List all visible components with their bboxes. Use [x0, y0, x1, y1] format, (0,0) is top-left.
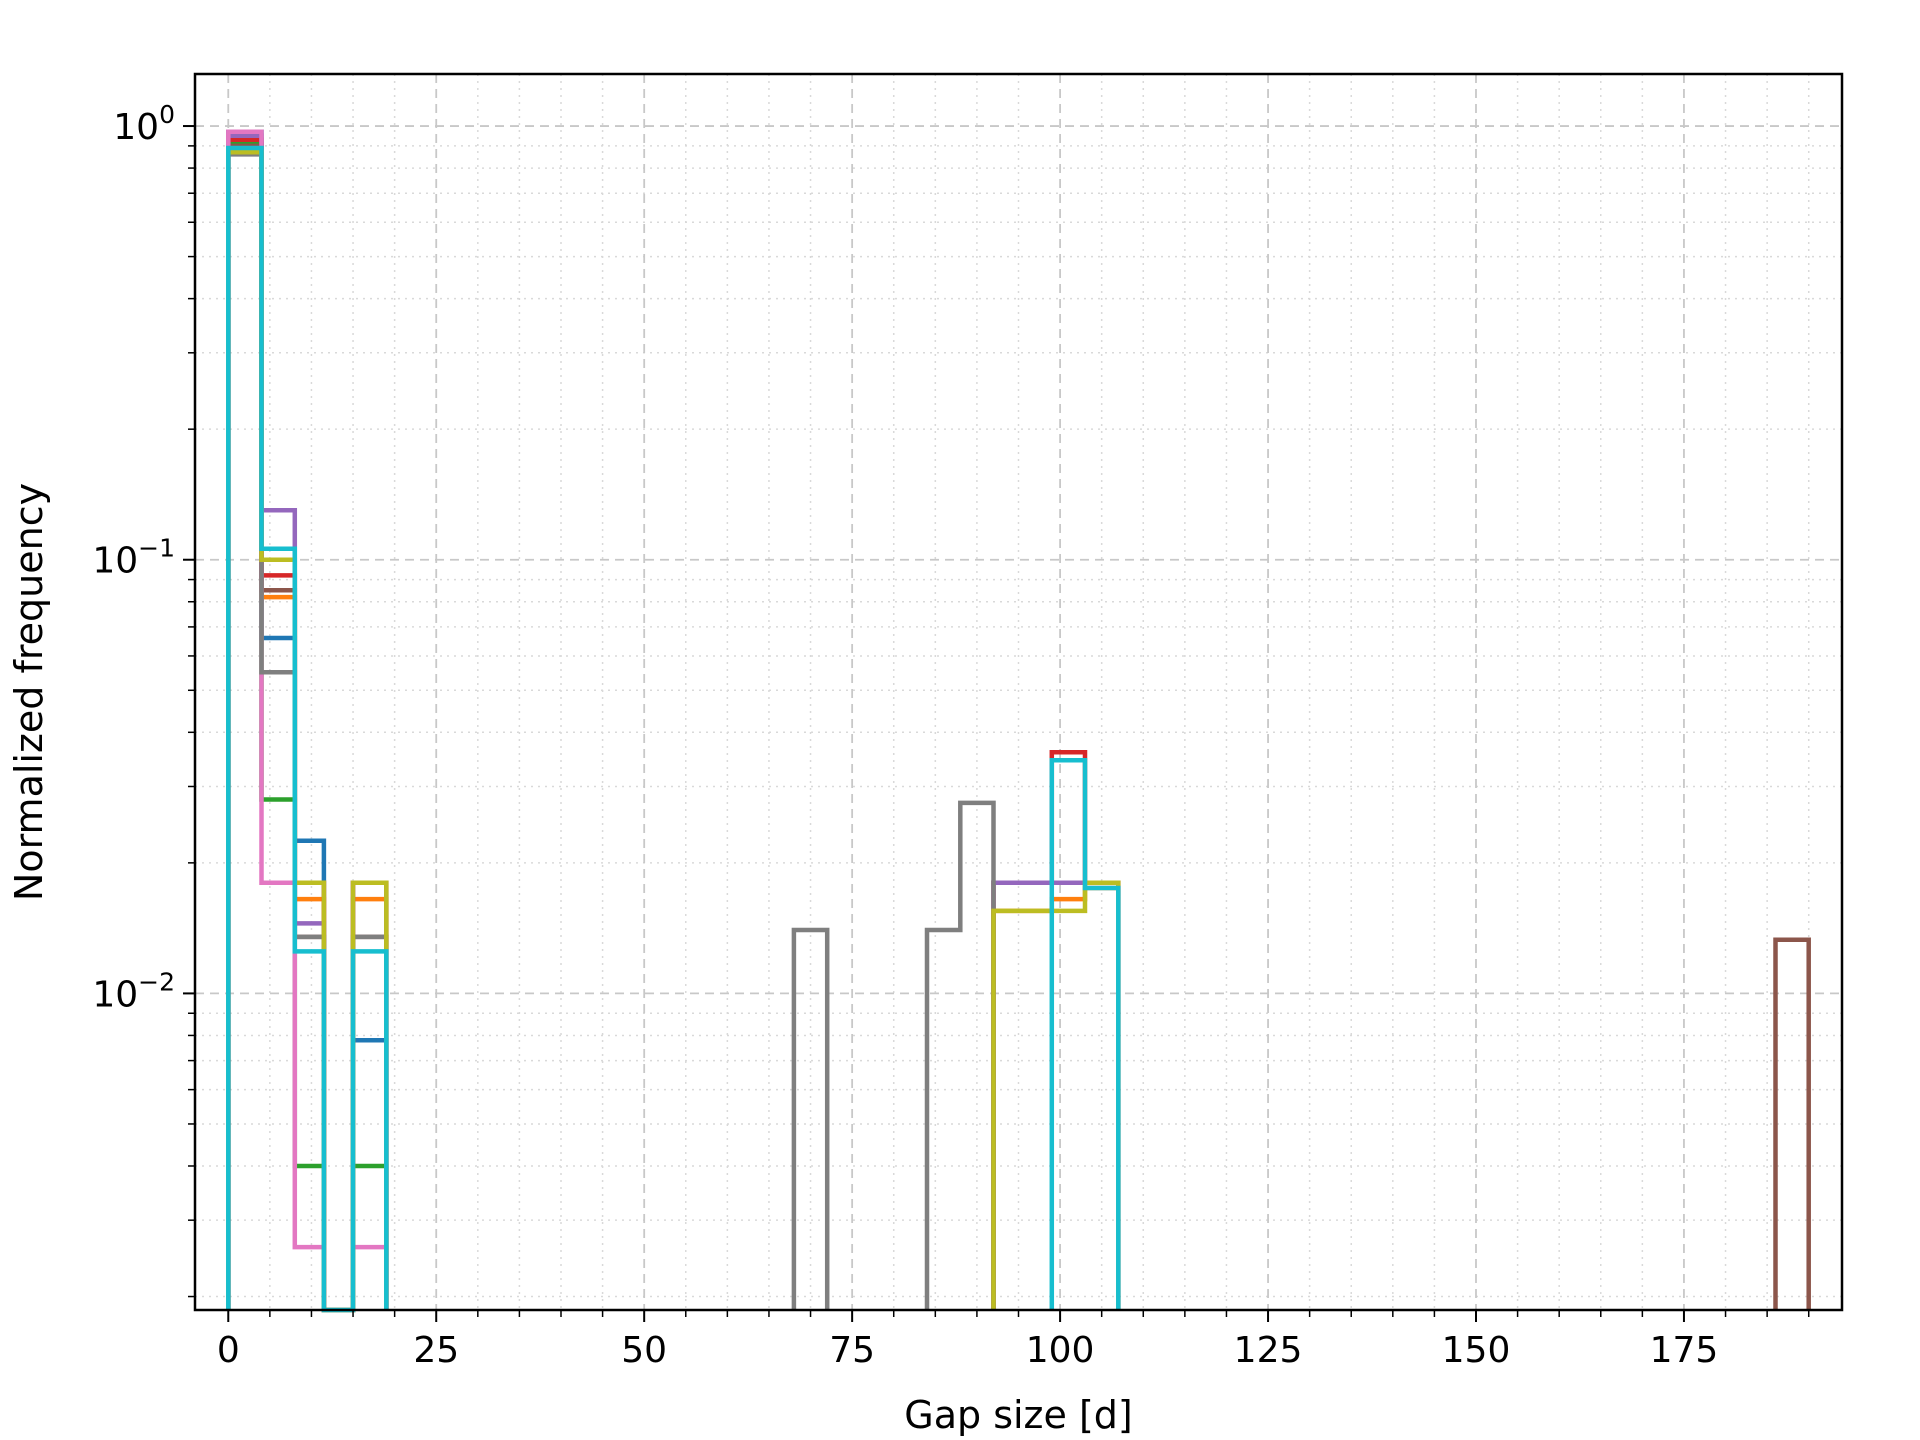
y-tick-label: 10−1	[92, 534, 175, 582]
x-axis-ticks: 0 25 50 75 100 125 150 175	[217, 1310, 1810, 1371]
histogram-step	[226, 129, 389, 1313]
x-tick-label: 100	[1026, 1330, 1095, 1371]
x-tick-label: 175	[1650, 1330, 1719, 1371]
x-tick-label: 50	[621, 1330, 667, 1371]
histogram-step	[226, 145, 389, 1313]
histogram-step	[924, 800, 996, 1310]
x-tick-label: 75	[829, 1330, 875, 1371]
histogram-series-10	[226, 145, 1121, 1313]
y-tick-label: 10−2	[92, 967, 175, 1015]
histogram-step	[1773, 937, 1811, 1310]
y-axis-ticks: 100 10−1 10−2	[92, 100, 195, 1298]
x-tick-label: 0	[217, 1330, 240, 1371]
histogram-step	[226, 150, 389, 1313]
y-tick-label: 100	[113, 100, 175, 148]
y-axis-title: Normalized frequency	[7, 483, 51, 901]
histogram-step	[1049, 757, 1121, 1310]
histogram-step	[991, 880, 1121, 1310]
x-tick-label: 150	[1442, 1330, 1511, 1371]
grid-minor	[195, 74, 1842, 1310]
x-axis-title: Gap size [d]	[904, 1393, 1132, 1437]
plot-series	[226, 129, 1811, 1313]
histogram-step	[791, 927, 830, 1310]
histogram-series-9	[226, 150, 1121, 1313]
x-tick-label: 125	[1234, 1330, 1303, 1371]
x-tick-label: 25	[413, 1330, 459, 1371]
histogram-series-7	[226, 129, 389, 1313]
